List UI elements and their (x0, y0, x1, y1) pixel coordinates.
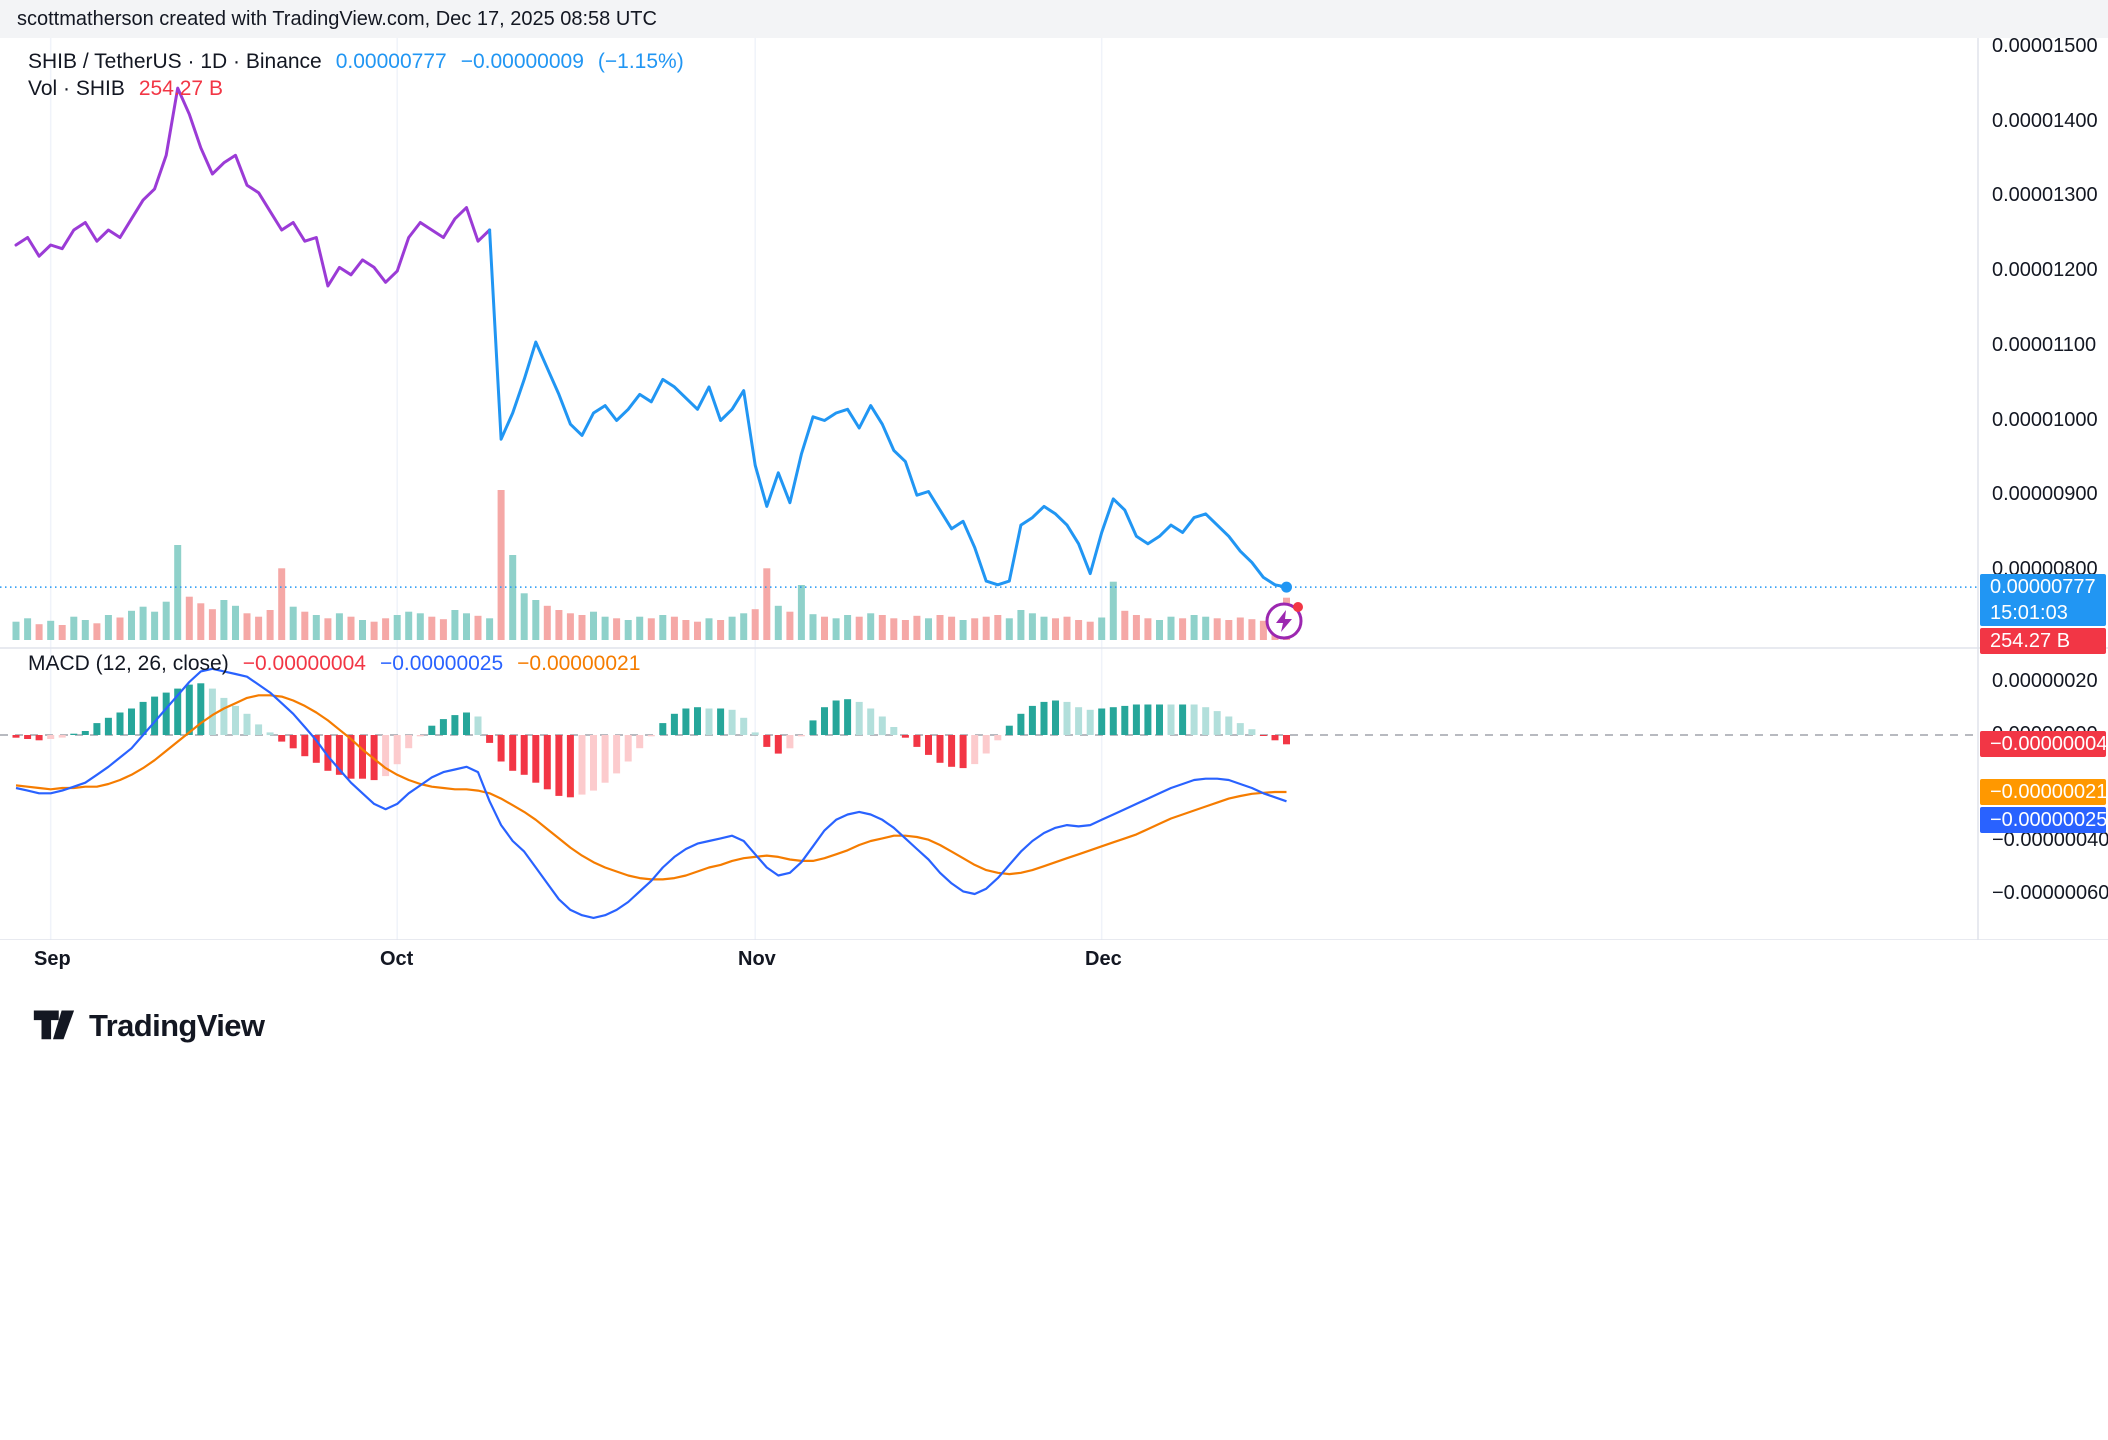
chart-canvas[interactable] (0, 0, 2108, 940)
symbol-title: SHIB / TetherUS · 1D · Binance (28, 50, 322, 73)
month-label-dec: Dec (1085, 948, 1122, 970)
month-label-sep: Sep (34, 948, 71, 970)
macd-axis-label: 0.00000020 (1992, 670, 2098, 692)
price-axis-label: 0.00001100 (1992, 333, 2097, 356)
symbol-legend[interactable]: SHIB / TetherUS · 1D · Binance 0.0000077… (28, 50, 684, 74)
volume-legend[interactable]: Vol · SHIB 254.27 B (28, 77, 223, 101)
macd-axis-label: −0.00000040 (1992, 829, 2108, 851)
last-price: 0.00000777 (335, 50, 447, 73)
brand-name: TradingView (89, 1007, 265, 1043)
macd-hist-value: −0.00000004 (242, 652, 366, 675)
price-axis-label: 0.00001200 (1992, 259, 2098, 282)
price-axis-label: 0.00001500 (1992, 35, 2098, 57)
price-change: −0.00000009 (460, 50, 584, 73)
macd-signal-value: −0.00000021 (517, 652, 641, 675)
macd-line-value: −0.00000025 (379, 652, 504, 675)
boost-icon[interactable] (1261, 598, 1307, 644)
price-axis-label: 0.00000900 (1992, 483, 2098, 506)
macd-axis-label: −0.00000060 (1992, 882, 2108, 904)
attribution-text: scottmatherson created with TradingView.… (17, 7, 657, 30)
price-axis-label: 0.00001300 (1992, 184, 2098, 207)
macd-hist-badge: −0.00000004 (1980, 731, 2107, 758)
price-axis-label: 0.00001000 (1992, 408, 2098, 431)
macd-line-badge: −0.00000025 (1980, 806, 2107, 833)
current-price-badge: 0.00000777 15:01:03 (1980, 574, 2106, 627)
attribution-bar: scottmatherson created with TradingView.… (0, 0, 2108, 38)
macd-legend[interactable]: MACD (12, 26, close) −0.00000004 −0.0000… (28, 652, 640, 676)
price-change-pct: (−1.15%) (597, 50, 684, 73)
price-axis-label: 0.00001400 (1992, 109, 2098, 132)
volume-value: 254.27 B (138, 77, 223, 100)
macd-signal-badge: −0.00000021 (1980, 778, 2107, 805)
volume-label: Vol · SHIB (28, 77, 125, 100)
tradingview-logo-icon (30, 1002, 76, 1049)
month-label-nov: Nov (738, 948, 776, 970)
macd-title: MACD (12, 26, close) (28, 652, 229, 675)
month-label-oct: Oct (380, 948, 414, 970)
volume-badge: 254.27 B (1980, 628, 2106, 655)
footer-branding[interactable]: TradingView (30, 1002, 265, 1049)
